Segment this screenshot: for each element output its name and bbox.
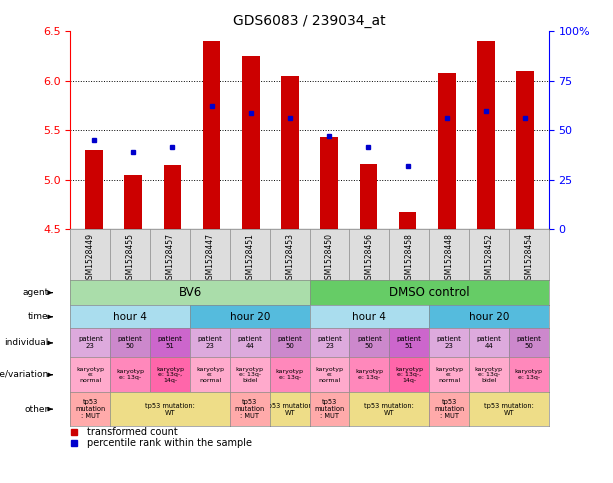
Text: karyotyp
e:
normal: karyotyp e: normal [316, 367, 343, 383]
Text: patient
50: patient 50 [357, 337, 382, 349]
Bar [203, 41, 221, 229]
Text: karyotyp
e: 13q-: karyotyp e: 13q- [356, 369, 383, 380]
Text: patient
50: patient 50 [118, 337, 143, 349]
Text: GSM1528456: GSM1528456 [365, 233, 374, 284]
Text: karyotyp
e: 13q-,
14q-: karyotyp e: 13q-, 14q- [395, 367, 423, 383]
Text: time: time [28, 313, 48, 321]
Bar [360, 164, 377, 229]
Text: hour 20: hour 20 [469, 312, 509, 322]
Text: GSM1528454: GSM1528454 [524, 233, 533, 284]
Text: tp53 mutation:
WT: tp53 mutation: WT [364, 403, 414, 415]
Text: karyotyp
e: 13q-
bidel: karyotyp e: 13q- bidel [475, 367, 503, 383]
Text: patient
50: patient 50 [516, 337, 541, 349]
Text: BV6: BV6 [178, 286, 202, 299]
Text: GSM1528451: GSM1528451 [245, 233, 254, 284]
Bar [516, 71, 534, 229]
Text: GSM1528447: GSM1528447 [205, 233, 215, 284]
Bar [477, 41, 495, 229]
Bar [321, 137, 338, 229]
Text: GSM1528457: GSM1528457 [166, 233, 175, 284]
Text: patient
51: patient 51 [397, 337, 422, 349]
Text: DMSO control: DMSO control [389, 286, 470, 299]
Text: karyotyp
e:
normal: karyotyp e: normal [196, 367, 224, 383]
Text: GSM1528448: GSM1528448 [444, 233, 454, 284]
Text: patient
51: patient 51 [158, 337, 183, 349]
Text: patient
44: patient 44 [237, 337, 262, 349]
Text: tp53
mutation
: MUT: tp53 mutation : MUT [235, 399, 265, 419]
Bar [242, 56, 259, 229]
Text: patient
44: patient 44 [476, 337, 501, 349]
Text: patient
23: patient 23 [197, 337, 223, 349]
Text: karyotyp
e: 13q-,
14q-: karyotyp e: 13q-, 14q- [156, 367, 184, 383]
Text: GSM1528452: GSM1528452 [484, 233, 493, 284]
Text: GSM1528450: GSM1528450 [325, 233, 334, 284]
Text: patient
23: patient 23 [436, 337, 462, 349]
Bar [124, 175, 142, 229]
Text: tp53
mutation
: MUT: tp53 mutation : MUT [314, 399, 345, 419]
Text: agent: agent [22, 288, 48, 297]
Text: GSM1528458: GSM1528458 [405, 233, 414, 284]
Text: karyotyp
e:
normal: karyotyp e: normal [77, 367, 104, 383]
Bar [85, 150, 103, 229]
Text: tp53
mutation
: MUT: tp53 mutation : MUT [434, 399, 464, 419]
Text: hour 20: hour 20 [230, 312, 270, 322]
Text: GSM1528449: GSM1528449 [86, 233, 95, 284]
Text: tp53 mutation:
WT: tp53 mutation: WT [145, 403, 195, 415]
Text: GSM1528455: GSM1528455 [126, 233, 135, 284]
Text: patient
23: patient 23 [317, 337, 342, 349]
Bar [398, 212, 416, 229]
Text: individual: individual [4, 339, 48, 347]
Text: genotype/variation: genotype/variation [0, 370, 48, 379]
Title: GDS6083 / 239034_at: GDS6083 / 239034_at [234, 14, 386, 28]
Text: karyotyp
e: 13q-
bidel: karyotyp e: 13q- bidel [236, 367, 264, 383]
Text: tp53 mutation:
WT: tp53 mutation: WT [265, 403, 314, 415]
Text: tp53
mutation
: MUT: tp53 mutation : MUT [75, 399, 105, 419]
Text: hour 4: hour 4 [113, 312, 147, 322]
Bar [164, 165, 181, 229]
Text: patient
50: patient 50 [277, 337, 302, 349]
Text: karyotyp
e:
normal: karyotyp e: normal [435, 367, 463, 383]
Text: karyotyp
e: 13q-: karyotyp e: 13q- [116, 369, 144, 380]
Text: transformed count: transformed count [87, 427, 178, 437]
Text: patient
23: patient 23 [78, 337, 103, 349]
Text: tp53 mutation:
WT: tp53 mutation: WT [484, 403, 534, 415]
Text: hour 4: hour 4 [352, 312, 386, 322]
Text: other: other [25, 405, 48, 413]
Text: karyotyp
e: 13q-: karyotyp e: 13q- [515, 369, 543, 380]
Text: karyotyp
e: 13q-: karyotyp e: 13q- [276, 369, 303, 380]
Bar [281, 76, 299, 229]
Text: GSM1528453: GSM1528453 [285, 233, 294, 284]
Text: percentile rank within the sample: percentile rank within the sample [87, 438, 252, 448]
Bar [438, 73, 455, 229]
